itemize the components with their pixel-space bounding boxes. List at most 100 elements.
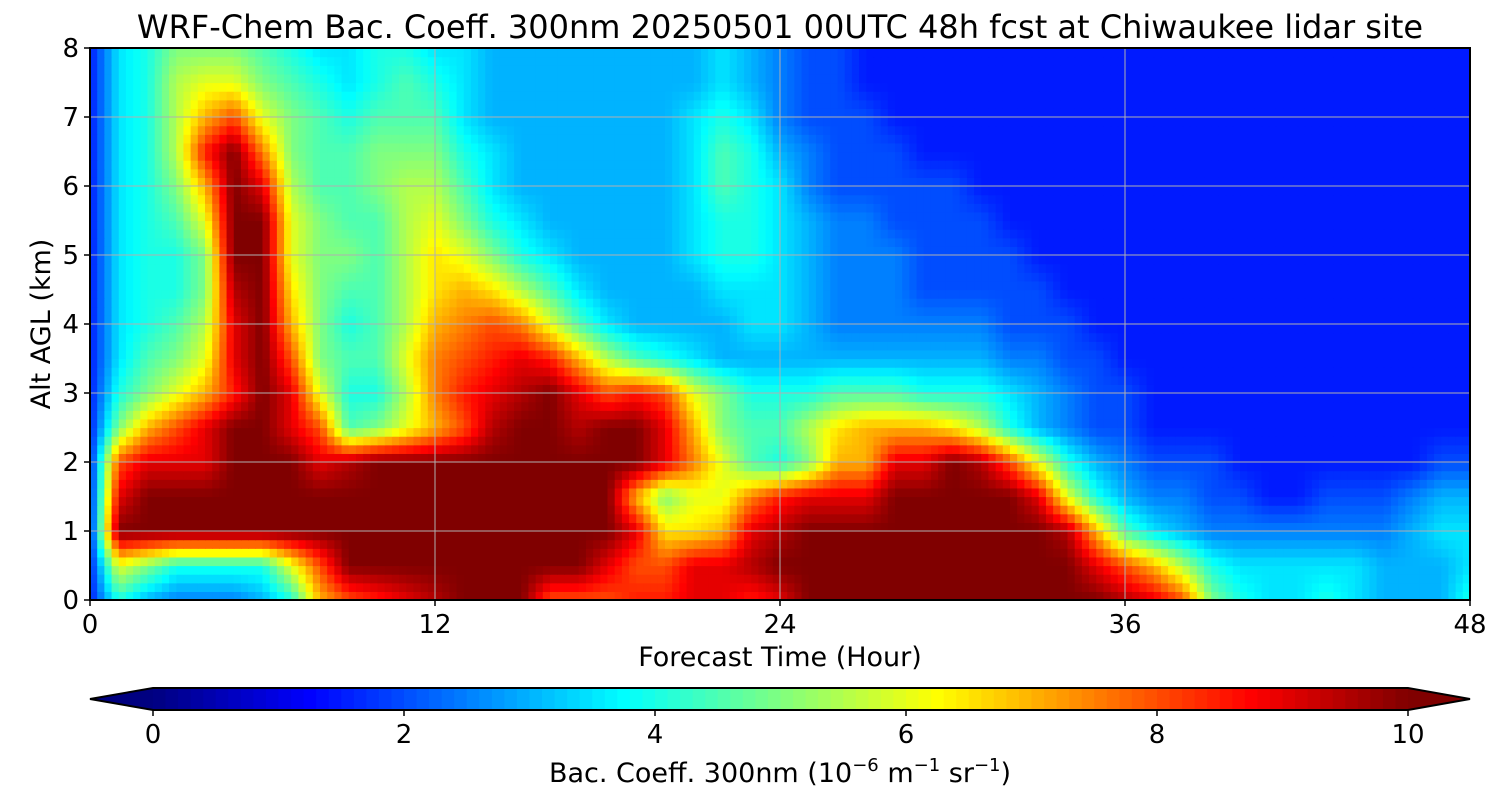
heatmap-cell	[1355, 375, 1363, 385]
heatmap-cell	[1376, 565, 1385, 575]
heatmap-cell	[1268, 393, 1277, 403]
heatmap-cell	[593, 565, 601, 575]
heatmap-cell	[571, 453, 580, 463]
heatmap-cell	[585, 487, 594, 498]
heatmap-cell	[700, 401, 709, 411]
heatmap-cell	[1362, 591, 1370, 600]
heatmap-cell	[485, 496, 494, 506]
heatmap-cell	[909, 384, 918, 394]
heatmap-cell	[830, 479, 839, 489]
heatmap-cell	[1319, 574, 1327, 584]
heatmap-cell	[621, 574, 630, 584]
heatmap-cell	[1096, 591, 1105, 600]
heatmap-cell	[435, 531, 443, 541]
heatmap-cell	[1232, 384, 1241, 394]
heatmap-cell	[722, 513, 731, 523]
heatmap-cell	[1103, 462, 1112, 472]
heatmap-cell	[1254, 591, 1263, 600]
heatmap-cell	[1211, 444, 1220, 454]
heatmap-cell	[104, 531, 113, 541]
heatmap-cell	[1096, 496, 1105, 506]
heatmap-cell	[621, 444, 630, 454]
heatmap-cell	[585, 479, 594, 489]
heatmap-cell	[902, 522, 910, 532]
heatmap-cell	[1024, 565, 1033, 575]
heatmap-cell	[1426, 496, 1435, 506]
heatmap-cell	[700, 375, 709, 385]
heatmap-cell	[1204, 401, 1212, 411]
heatmap-cell	[1103, 410, 1112, 420]
heatmap-cell	[564, 470, 573, 480]
heatmap-cell	[851, 548, 860, 558]
heatmap-cell	[1304, 453, 1313, 463]
heatmap-cell	[269, 513, 278, 523]
heatmap-cell	[930, 470, 939, 480]
heatmap-cell	[118, 375, 127, 385]
heatmap-cell	[1304, 393, 1313, 403]
heatmap-cell	[614, 531, 623, 541]
heatmap-cell	[406, 487, 415, 498]
heatmap-cell	[1383, 384, 1392, 394]
heatmap-cell	[284, 427, 292, 437]
heatmap-cell	[391, 591, 400, 600]
heatmap-cell	[1434, 427, 1442, 437]
heatmap-cell	[327, 487, 335, 498]
heatmap-cell	[837, 582, 846, 592]
heatmap-cell	[815, 591, 824, 600]
heatmap-cell	[456, 591, 465, 600]
heatmap-cell	[1326, 505, 1335, 515]
heatmap-cell	[823, 513, 831, 523]
heatmap-cell	[837, 505, 846, 515]
heatmap-cell	[348, 479, 357, 489]
heatmap-cell	[938, 418, 946, 429]
heatmap-cell	[923, 582, 932, 592]
heatmap-cell	[363, 427, 371, 437]
heatmap-cell	[1347, 548, 1356, 558]
heatmap-cell	[895, 453, 903, 463]
heatmap-cell	[1103, 470, 1112, 480]
heatmap-cell	[399, 565, 407, 575]
heatmap-cell	[312, 393, 321, 403]
heatmap-cell	[1074, 496, 1083, 506]
heatmap-cell	[1232, 574, 1241, 584]
heatmap-cell	[255, 591, 264, 600]
heatmap-cell	[1110, 539, 1119, 549]
heatmap-cell	[154, 531, 163, 541]
heatmap-cell	[880, 531, 889, 541]
heatmap-cell	[981, 479, 990, 489]
heatmap-cell	[1110, 582, 1119, 592]
heatmap-cell	[406, 496, 415, 506]
heatmap-cell	[535, 427, 544, 437]
heatmap-cell	[514, 591, 522, 600]
heatmap-cell	[636, 470, 645, 480]
heatmap-cell	[600, 393, 609, 403]
heatmap-cell	[593, 384, 601, 394]
heatmap-cell	[650, 418, 659, 429]
heatmap-cell	[600, 384, 609, 394]
heatmap-cell	[952, 479, 961, 489]
heatmap-cell	[887, 444, 896, 454]
heatmap-cell	[104, 418, 113, 429]
heatmap-cell	[1146, 505, 1155, 515]
heatmap-cell	[1096, 479, 1105, 489]
heatmap-cell	[183, 393, 192, 403]
heatmap-cell	[844, 505, 853, 515]
heatmap-cell	[341, 393, 350, 403]
heatmap-cell	[1232, 487, 1241, 498]
heatmap-cell	[557, 565, 565, 575]
heatmap-cell	[815, 574, 824, 584]
heatmap-cell	[1275, 556, 1284, 567]
heatmap-cell	[1326, 462, 1335, 472]
heatmap-cell	[607, 539, 616, 549]
heatmap-cell	[298, 487, 307, 498]
heatmap-cell	[744, 574, 752, 584]
heatmap-cell	[1175, 505, 1184, 515]
heatmap-cell	[1268, 384, 1277, 394]
heatmap-cell	[1419, 513, 1428, 523]
heatmap-cell	[859, 462, 867, 472]
heatmap-cell	[269, 582, 278, 592]
heatmap-cell	[470, 418, 479, 429]
heatmap-cell	[959, 453, 968, 463]
heatmap-cell	[183, 444, 192, 454]
heatmap-cell	[1412, 556, 1421, 567]
